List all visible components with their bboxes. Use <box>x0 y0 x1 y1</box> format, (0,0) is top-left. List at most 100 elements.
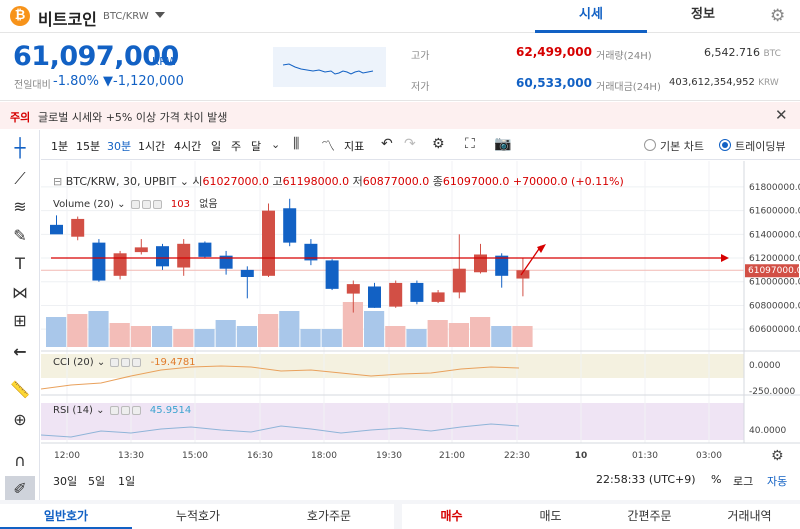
timeframe-15m[interactable]: 15분 <box>76 140 101 153</box>
gear-icon[interactable]: ⚙ <box>770 6 786 26</box>
range-30d[interactable]: 30일 <box>53 475 78 488</box>
eye-icon[interactable] <box>110 357 120 367</box>
settings-icon[interactable] <box>121 357 131 367</box>
volume-bar <box>194 329 215 347</box>
timeframe-1m[interactable]: 1분 <box>51 140 69 153</box>
eye-icon[interactable] <box>109 405 119 415</box>
brush-icon[interactable]: ✎ <box>13 226 27 245</box>
candle-body <box>177 243 191 268</box>
crosshair-icon[interactable]: ┼ <box>14 138 26 159</box>
candle-body <box>516 270 530 279</box>
time-tick-label: 10 <box>575 451 588 461</box>
tab-price[interactable]: 시세 <box>535 0 647 33</box>
volume-legend: Volume (20) ⌄ 103 없음 <box>53 195 218 210</box>
range-5d[interactable]: 5일 <box>88 475 106 488</box>
close-icon[interactable] <box>132 357 142 367</box>
timeframe-week[interactable]: 주 <box>231 140 242 153</box>
tab-trade-history[interactable]: 거래내역 <box>699 504 800 529</box>
timeframe-day[interactable]: 일 <box>211 140 222 153</box>
notice-tag: 주의 <box>10 111 31 124</box>
percent-toggle[interactable]: % <box>711 473 722 486</box>
timeframe-30m[interactable]: 30분 <box>107 140 132 153</box>
volume-bar <box>258 314 279 347</box>
settings-icon[interactable]: ⚙ <box>432 136 445 152</box>
trendline-icon[interactable]: ⟋ <box>14 169 26 188</box>
collapse-icon[interactable]: ⊟ <box>53 175 63 188</box>
chevron-down-icon[interactable]: ⌄ <box>179 175 189 188</box>
chevron-down-icon[interactable] <box>155 12 165 18</box>
volume-bar <box>46 317 67 347</box>
text-icon[interactable]: T <box>15 254 25 273</box>
time-tick-label: 03:00 <box>696 451 722 461</box>
redo-icon[interactable]: ↷ <box>404 136 416 152</box>
settings-icon[interactable] <box>120 405 130 415</box>
volume-value: 103 <box>170 199 190 210</box>
candle-body <box>262 210 275 276</box>
arrow-left-icon[interactable]: ← <box>13 342 27 361</box>
close-icon[interactable] <box>131 405 141 415</box>
volume-bar <box>321 329 342 347</box>
rsi-legend: RSI (14) ⌄ 45.9514 <box>53 405 191 416</box>
tab-simple-order[interactable]: 간편주문 <box>600 504 699 529</box>
candle-body <box>113 253 127 276</box>
last-price-label: 61097000.0 <box>748 266 800 276</box>
candle-body <box>452 268 466 293</box>
indicator-button[interactable]: 지표 <box>344 140 365 153</box>
log-toggle[interactable]: 로그 <box>733 475 754 488</box>
tab-orderbook[interactable]: 일반호가 <box>0 504 132 529</box>
chart-toolbar: 1분 15분 30분 1시간 4시간 일 주 달 ⌄ ⫼ 〽 지표 ↶ ↷ ⚙ … <box>41 130 800 160</box>
fib-icon[interactable]: ≋ <box>13 197 27 216</box>
radio-basic-chart[interactable] <box>644 139 656 151</box>
chevron-down-icon[interactable]: ⌄ <box>96 357 106 368</box>
camera-icon[interactable]: 📷 <box>494 136 512 152</box>
volume-bar <box>364 311 385 347</box>
magnet-icon[interactable]: ∩ <box>14 451 26 470</box>
chart-canvas[interactable]: 61800000.0 61600000.0 61400000.0 61200000.0… <box>40 161 800 469</box>
timeframe-4h[interactable]: 4시간 <box>174 140 202 153</box>
undo-icon[interactable]: ↶ <box>381 136 393 152</box>
measure-icon[interactable]: ⊞ <box>13 311 27 330</box>
eye-icon[interactable] <box>130 199 140 209</box>
low-value: 60877000.0 <box>362 175 430 188</box>
range-1d[interactable]: 1일 <box>118 475 136 488</box>
timeframe-1h[interactable]: 1시간 <box>138 140 166 153</box>
coin-name: 비트코인 <box>38 10 97 29</box>
candle-type-icon[interactable]: ⫼ <box>293 136 300 152</box>
high-label: 고 <box>272 175 283 188</box>
volume-unit: BTC <box>763 49 781 59</box>
volume-bar <box>152 326 173 347</box>
lock-draw-icon[interactable]: ✐ <box>5 476 35 502</box>
tab-sell[interactable]: 매도 <box>501 504 600 529</box>
chevron-down-icon[interactable]: ⌄ <box>271 138 281 151</box>
tab-buy[interactable]: 매수 <box>402 504 501 529</box>
tab-cumulative-orderbook[interactable]: 누적호가 <box>132 504 264 529</box>
auto-toggle[interactable]: 자동 <box>767 475 788 488</box>
zoom-in-icon[interactable]: ⊕ <box>13 410 27 429</box>
candle-body <box>156 246 169 267</box>
candle-body <box>346 284 360 294</box>
chevron-down-icon[interactable]: ⌄ <box>96 405 105 416</box>
change-percent: -1.80% <box>53 74 99 89</box>
tab-info[interactable]: 정보 <box>691 7 715 22</box>
candle-body <box>410 282 424 302</box>
close-icon[interactable] <box>152 199 162 209</box>
ruler-icon[interactable]: 📏 <box>10 380 30 399</box>
high-value: 62,499,000 <box>516 45 592 59</box>
chevron-down-icon[interactable]: ⌄ <box>117 199 126 210</box>
close-icon[interactable]: ✕ <box>775 106 788 124</box>
chart-legend: ⊟ BTC/KRW, 30, UPBIT ⌄ 시61027000.0 고6119… <box>53 173 624 189</box>
volume-bar <box>512 326 533 347</box>
settings-icon[interactable] <box>141 199 151 209</box>
price-chart[interactable]: 61800000.0 61600000.0 61400000.0 61200000.0… <box>40 161 800 469</box>
candle-body <box>431 292 445 302</box>
time-tick-label: 22:30 <box>504 451 530 461</box>
tab-orderbook-order[interactable]: 호가주문 <box>264 504 394 529</box>
pattern-icon[interactable]: ⋈ <box>12 283 28 302</box>
timeframe-month[interactable]: 달 <box>251 140 262 153</box>
volume-bar <box>279 311 300 347</box>
fullscreen-icon[interactable]: ⛶ <box>465 136 475 152</box>
indicator-icon[interactable]: 〽 <box>321 139 335 155</box>
radio-tradingview[interactable] <box>719 139 731 151</box>
time-tick-label: 12:00 <box>54 451 80 461</box>
volume-bar <box>427 320 448 347</box>
